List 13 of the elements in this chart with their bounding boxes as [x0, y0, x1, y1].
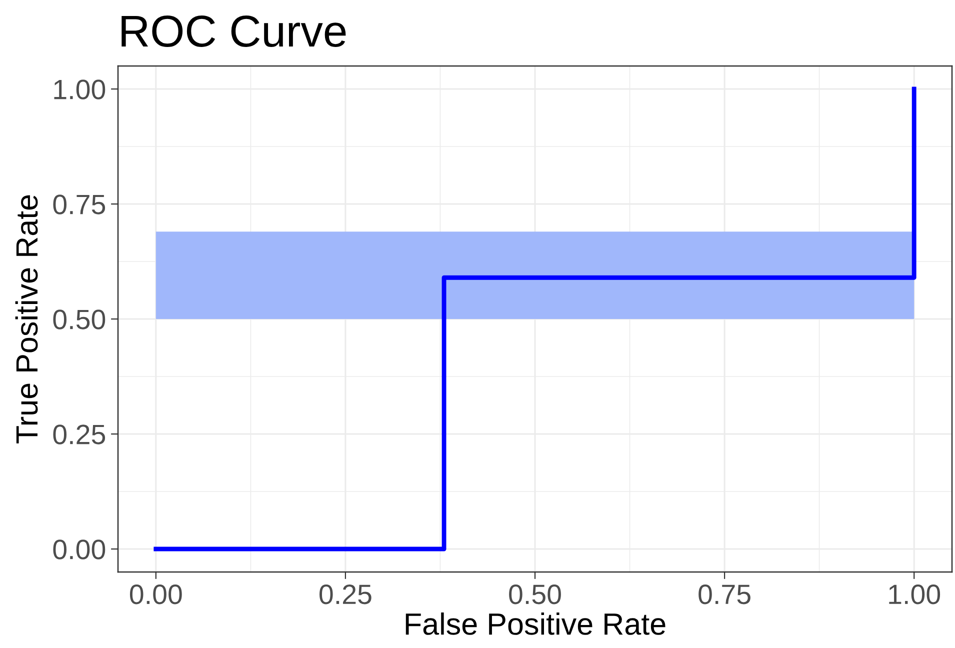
- y-tick-label: 0.25: [53, 424, 106, 444]
- x-tick-label: 0.25: [320, 584, 372, 604]
- y-tick-label: 0.50: [53, 310, 106, 330]
- x-tick-label: 0.50: [509, 584, 561, 604]
- x-tick-label: 0.00: [130, 584, 182, 604]
- y-tick-label: 0.00: [53, 540, 106, 560]
- chart-title: ROC Curve: [122, 16, 346, 47]
- x-axis-title: False Positive Rate: [406, 612, 666, 635]
- y-tick-label: 1.00: [54, 80, 106, 100]
- x-tick-label: 1.00: [889, 584, 940, 604]
- y-tick-label: 0.75: [53, 194, 106, 214]
- y-axis-title: True Positive Rate: [15, 195, 38, 444]
- x-tick-label: 0.75: [698, 584, 750, 604]
